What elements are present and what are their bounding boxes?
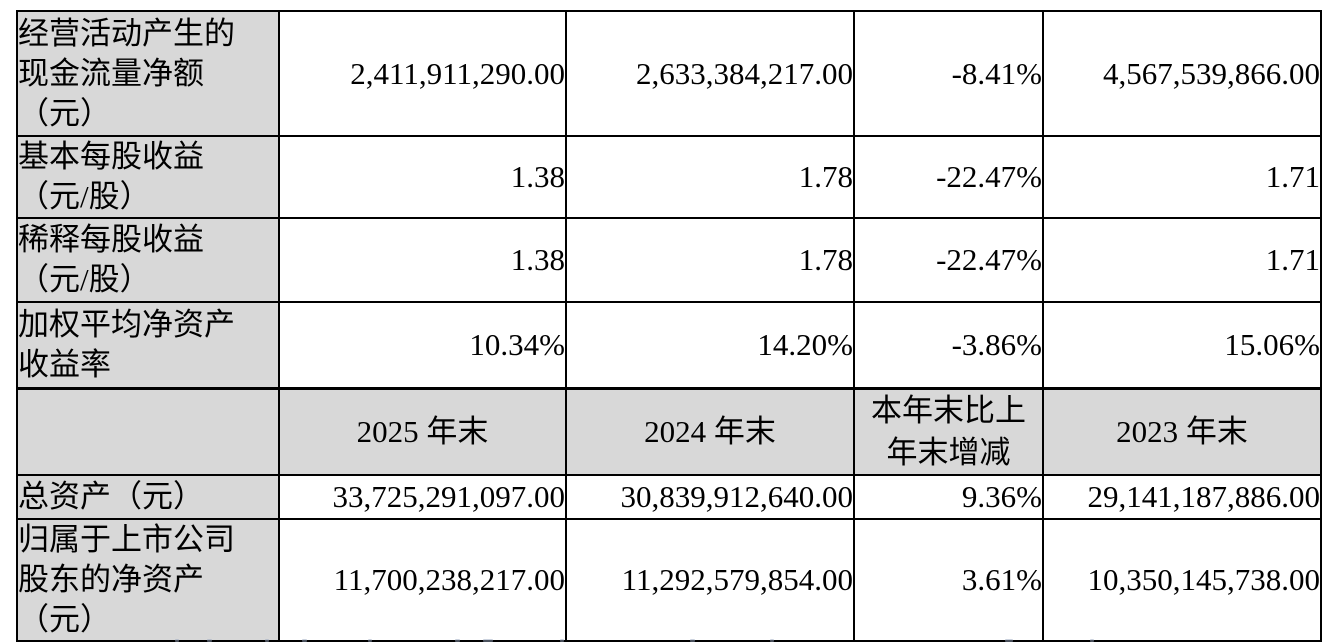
row-total-assets: 总资产（元） 33,725,291,097.00 30,839,912,640.…	[16, 473, 1322, 520]
cutoff-text-fragment	[302, 639, 307, 642]
weighted-average-roe-2023-value: 15.06%	[1042, 301, 1322, 389]
net-assets-attributable-label: 归属于上市公司 股东的净资产 （元）	[16, 517, 280, 642]
cutoff-text-fragment	[483, 639, 493, 642]
basic-eps-prior-period-value: 1.78	[565, 135, 855, 219]
diluted-eps-change-value: -22.47%	[853, 217, 1044, 303]
cutoff-text-fragment	[368, 639, 372, 642]
cutoff-text-fragment	[690, 639, 695, 642]
diluted-eps-label: 稀释每股收益 （元/股）	[16, 217, 280, 303]
row-net-assets-attributable: 归属于上市公司 股东的净资产 （元） 11,700,238,217.00 11,…	[16, 517, 1322, 642]
period-header-empty-cell	[16, 386, 280, 476]
period-header-2023-year-end: 2023 年末	[1042, 386, 1322, 476]
total-assets-change-value: 9.36%	[853, 473, 1044, 520]
row-diluted-eps: 稀释每股收益 （元/股） 1.38 1.78 -22.47% 1.71	[16, 217, 1322, 303]
total-assets-2024-value: 30,839,912,640.00	[565, 473, 855, 520]
diluted-eps-prior-period-value: 1.78	[565, 217, 855, 303]
row-operating-cash-flow: 经营活动产生的 现金流量净额 （元） 2,411,911,290.00 2,63…	[16, 10, 1322, 137]
period-header-2024-year-end: 2024 年末	[565, 386, 855, 476]
operating-cash-flow-prior-period-value: 2,633,384,217.00	[565, 10, 855, 137]
net-assets-attributable-2023-value: 10,350,145,738.00	[1042, 517, 1322, 642]
operating-cash-flow-change-value: -8.41%	[853, 10, 1044, 137]
cutoff-text-fragment	[175, 639, 179, 642]
net-assets-attributable-change-value: 3.61%	[853, 517, 1044, 642]
weighted-average-roe-change-value: -3.86%	[853, 301, 1044, 389]
period-header-yoy-change: 本年末比上 年末增减	[853, 386, 1044, 476]
row-basic-eps: 基本每股收益 （元/股） 1.38 1.78 -22.47% 1.71	[16, 135, 1322, 219]
diluted-eps-2023-value: 1.71	[1042, 217, 1322, 303]
net-assets-attributable-2025-value: 11,700,238,217.00	[278, 517, 567, 642]
row-weighted-average-roe: 加权平均净资产 收益率 10.34% 14.20% -3.86% 15.06%	[16, 301, 1322, 389]
period-header-2025-year-end: 2025 年末	[278, 386, 567, 476]
cutoff-text-fragment	[455, 639, 460, 642]
cutoff-text-fragment	[265, 639, 269, 642]
total-assets-2025-value: 33,725,291,097.00	[278, 473, 567, 520]
cutoff-text-fragment	[1090, 639, 1094, 642]
cutoff-text-fragment	[1005, 639, 1013, 642]
total-assets-2023-value: 29,141,187,886.00	[1042, 473, 1322, 520]
operating-cash-flow-2023-value: 4,567,539,866.00	[1042, 10, 1322, 137]
operating-cash-flow-current-period-value: 2,411,911,290.00	[278, 10, 567, 137]
row-period-end-header: 2025 年末 2024 年末 本年末比上 年末增减 2023 年末	[16, 386, 1322, 476]
basic-eps-label: 基本每股收益 （元/股）	[16, 135, 280, 219]
weighted-average-roe-current-period-value: 10.34%	[278, 301, 567, 389]
total-assets-label: 总资产（元）	[16, 473, 280, 520]
diluted-eps-current-period-value: 1.38	[278, 217, 567, 303]
basic-eps-current-period-value: 1.38	[278, 135, 567, 219]
cutoff-text-fragment	[770, 639, 774, 642]
basic-eps-2023-value: 1.71	[1042, 135, 1322, 219]
basic-eps-change-value: -22.47%	[853, 135, 1044, 219]
operating-cash-flow-label: 经营活动产生的 现金流量净额 （元）	[16, 10, 280, 137]
weighted-average-roe-prior-period-value: 14.20%	[565, 301, 855, 389]
cutoff-text-fragment	[560, 639, 564, 642]
weighted-average-roe-label: 加权平均净资产 收益率	[16, 301, 280, 389]
net-assets-attributable-2024-value: 11,292,579,854.00	[565, 517, 855, 642]
key-financials-table: 经营活动产生的 现金流量净额 （元） 2,411,911,290.00 2,63…	[16, 10, 1322, 642]
cutoff-text-fragment	[207, 639, 212, 642]
